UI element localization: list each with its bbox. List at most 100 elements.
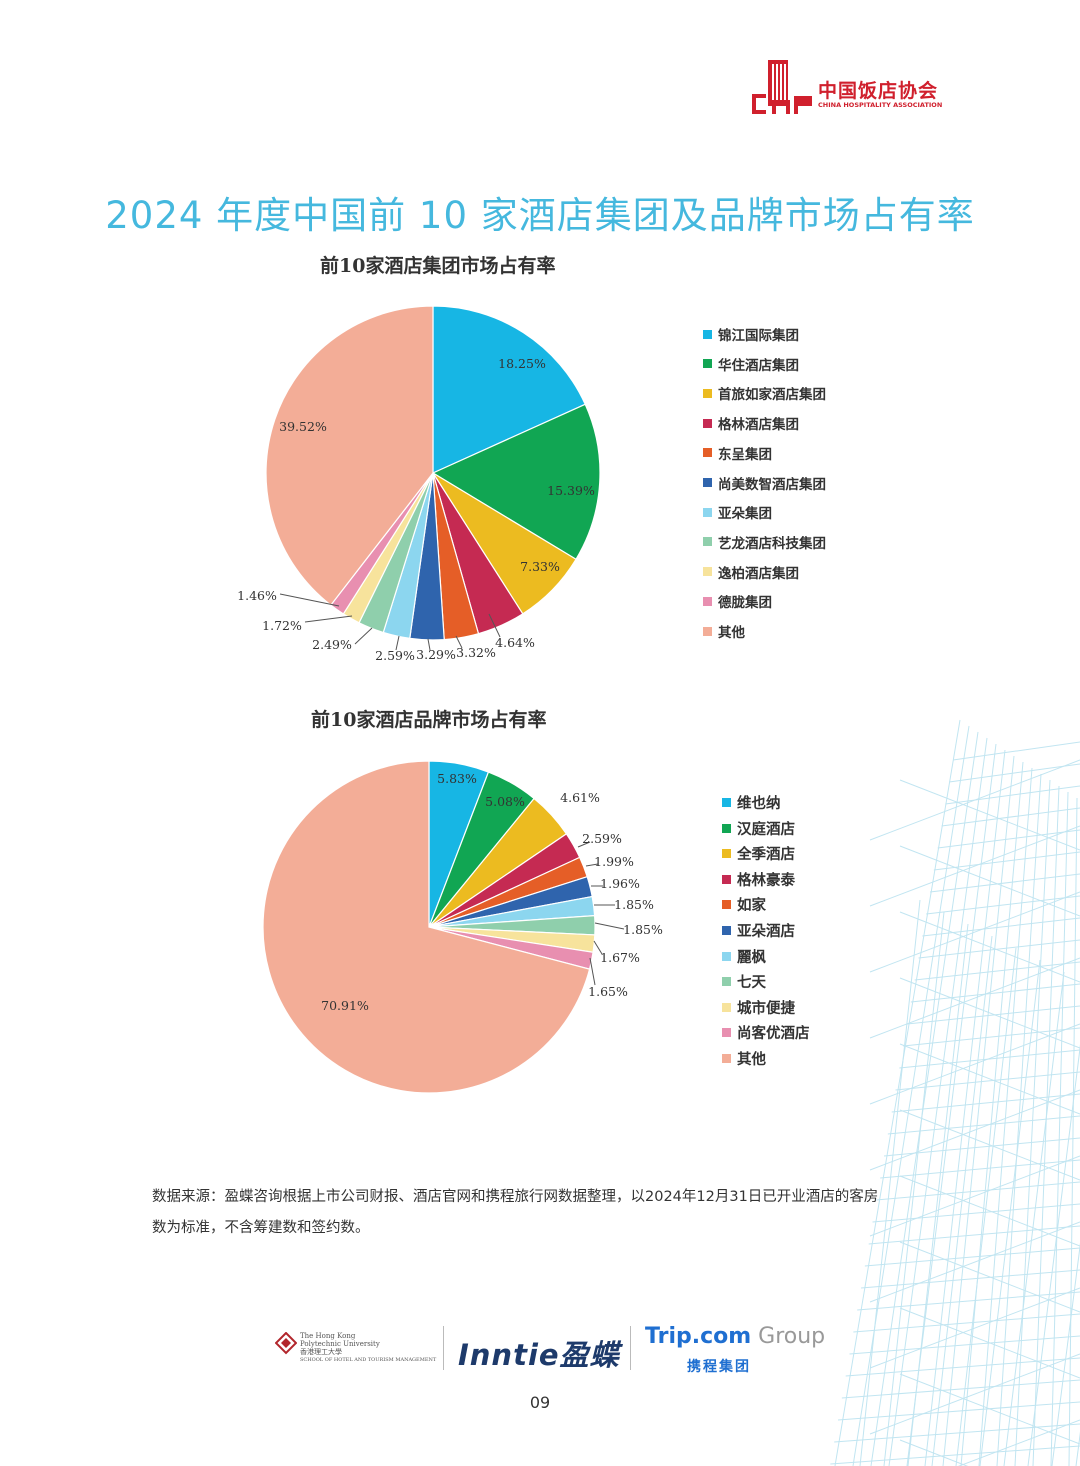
data-label: 1.72%: [262, 618, 302, 633]
data-label: 4.64%: [495, 635, 535, 650]
legend-swatch: [722, 1028, 731, 1038]
data-label: 2.59%: [375, 648, 415, 663]
china-hospitality-association-logo: 中国饭店协会 CHINA HOSPITALITY ASSOCIATION: [750, 58, 950, 118]
polyu-name-cn: 香港理工大學: [300, 1348, 342, 1356]
legend-swatch: [722, 798, 731, 807]
data-label: 1.46%: [237, 588, 277, 603]
leader-line: [577, 841, 591, 848]
legend-item: 锦江国际集团: [703, 324, 799, 344]
data-label: 3.29%: [416, 647, 456, 662]
legend-label: 汉庭酒店: [737, 820, 795, 838]
pie-slice: [262, 760, 591, 1094]
legend-swatch: [703, 626, 712, 636]
inntie-logo: Inntie盈蝶: [458, 1338, 620, 1372]
legend-item: 东呈集团: [703, 443, 772, 463]
leader-line: [455, 635, 463, 649]
legend-label: 七天: [737, 974, 766, 992]
data-label: 1.65%: [588, 984, 628, 999]
legend-label: 尚美数智酒店集团: [718, 476, 826, 493]
legend-label: 格林酒店集团: [718, 417, 799, 434]
data-label: 39.52%: [279, 419, 327, 434]
legend-swatch: [703, 388, 712, 398]
legend-swatch: [703, 418, 712, 428]
legend-label: 锦江国际集团: [718, 328, 799, 344]
legend-item: 逸柏酒店集团: [703, 562, 799, 582]
legend-swatch: [722, 977, 731, 987]
page-number: 09: [529, 1393, 551, 1412]
legend-label: 麗枫: [737, 948, 766, 966]
legend-swatch: [703, 507, 712, 517]
legend-item: 汉庭酒店: [722, 818, 795, 839]
leader-line: [395, 635, 400, 651]
legend-swatch: [722, 823, 731, 833]
data-source-note: 数据来源：盈蝶咨询根据上市公司财报、酒店官网和携程旅行网数据整理，以2024年1…: [152, 1182, 952, 1244]
tripcom-group-word: Group: [751, 1324, 826, 1349]
legend-item: 尚美数智酒店集团: [703, 473, 826, 493]
tripcom-name-cn: 携程集团: [687, 1359, 751, 1375]
legend-label: 其他: [737, 1051, 766, 1068]
legend-item: 维也纳: [722, 792, 781, 813]
polyu-name-line1: The Hong Kong: [300, 1332, 356, 1340]
legend-label: 亚朵酒店: [737, 923, 795, 940]
legend-swatch: [722, 951, 731, 961]
data-label: 7.33%: [520, 559, 560, 574]
data-label: 4.61%: [560, 790, 600, 805]
legend-swatch: [722, 849, 731, 859]
tripcom-group-logo: Trip.com Group 携程集团: [645, 1324, 826, 1375]
legend-item: 其他: [703, 621, 745, 641]
legend-item: 城市便捷: [722, 997, 795, 1018]
legend-label: 维也纳: [737, 795, 781, 812]
legend-item: 七天: [722, 971, 766, 992]
data-label: 5.08%: [485, 794, 525, 809]
polyu-emblem-icon: [275, 1332, 297, 1355]
chart2-title: 前10家酒店品牌市场占有率: [311, 709, 547, 731]
legend-label: 格林豪泰: [737, 871, 795, 889]
legend-swatch: [703, 329, 712, 339]
footer-logos: The Hong Kong Polytechnic University 香港理…: [275, 1322, 835, 1382]
legend-swatch: [703, 359, 712, 369]
legend-item: 其他: [722, 1048, 766, 1069]
legend-item: 德胧集团: [703, 591, 772, 611]
legend-label: 首旅如家酒店集团: [718, 387, 826, 404]
legend-item: 亚朵集团: [703, 502, 772, 522]
data-label: 1.85%: [623, 922, 663, 937]
legend-swatch: [703, 448, 712, 458]
data-label: 70.91%: [321, 998, 369, 1013]
legend-label: 德胧集团: [718, 595, 772, 612]
legend-label: 华住酒店集团: [718, 357, 799, 374]
legend-swatch: [703, 537, 712, 547]
legend-swatch: [703, 478, 712, 487]
footer-divider: [443, 1326, 444, 1370]
data-label: 3.32%: [456, 645, 496, 660]
data-label: 1.99%: [594, 854, 634, 869]
footer-divider: [630, 1326, 631, 1370]
leader-line: [488, 613, 501, 638]
leader-line: [593, 940, 603, 955]
association-name-cn: 中国饭店协会: [818, 80, 939, 102]
legend-label: 其他: [718, 625, 745, 641]
data-label: 15.39%: [547, 483, 595, 498]
legend-item: 艺龙酒店科技集团: [703, 532, 826, 552]
data-label: 1.85%: [614, 897, 654, 912]
legend-item: 首旅如家酒店集团: [703, 383, 826, 403]
tripcom-wordmark: Trip.com: [645, 1324, 752, 1349]
association-name-en: CHINA HOSPITALITY ASSOCIATION: [818, 101, 943, 109]
legend-swatch: [722, 1002, 731, 1012]
data-label: 18.25%: [498, 356, 546, 371]
polyu-logo: The Hong Kong Polytechnic University 香港理…: [275, 1328, 436, 1368]
legend-label: 亚朵集团: [718, 506, 772, 523]
legend-item: 尚客优酒店: [722, 1022, 810, 1043]
legend-item: 全季酒店: [722, 843, 795, 864]
data-label: 1.96%: [600, 876, 640, 891]
legend-item: 华住酒店集团: [703, 354, 799, 374]
legend-item: 格林豪泰: [722, 869, 795, 890]
data-label: 5.83%: [437, 771, 477, 786]
legend-swatch: [722, 874, 731, 884]
leader-line: [594, 922, 625, 930]
polyu-name-line2: Polytechnic University: [300, 1340, 380, 1348]
leader-line: [304, 615, 353, 623]
legend-label: 如家: [737, 897, 766, 915]
